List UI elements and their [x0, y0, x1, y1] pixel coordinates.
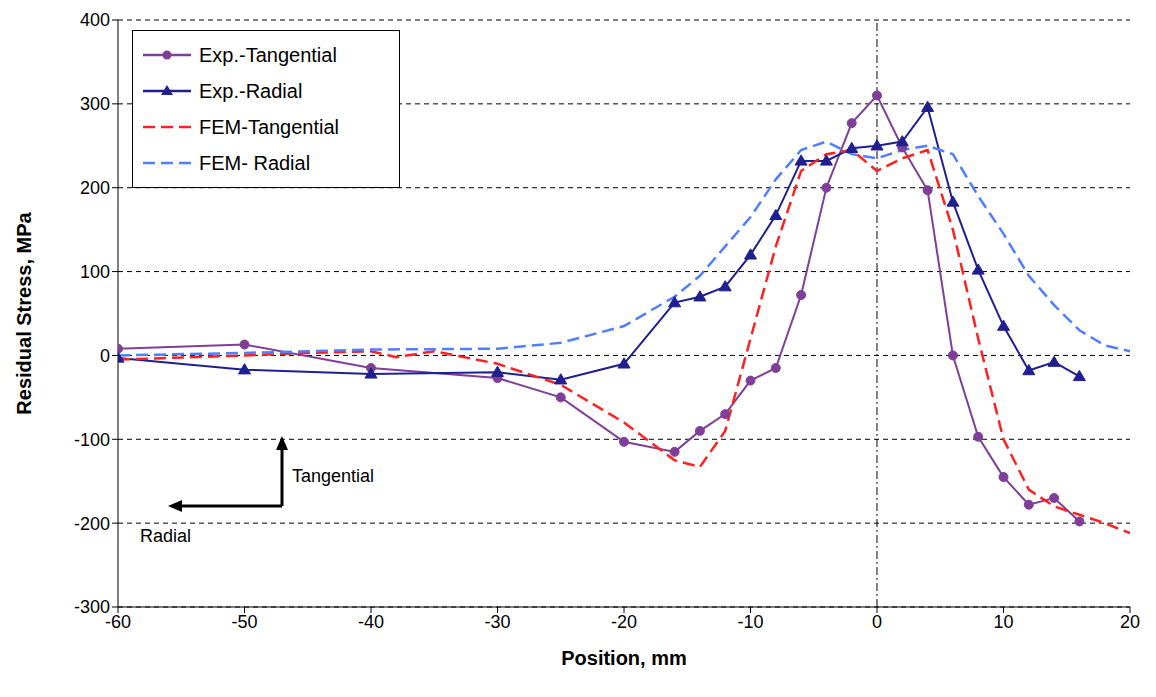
svg-text:0: 0: [100, 346, 110, 366]
svg-text:-20: -20: [611, 612, 637, 632]
svg-text:400: 400: [80, 10, 110, 30]
svg-text:200: 200: [80, 178, 110, 198]
svg-text:Tangential: Tangential: [292, 466, 374, 486]
svg-text:-200: -200: [74, 514, 110, 534]
svg-text:Residual Stress, MPa: Residual Stress, MPa: [13, 211, 35, 414]
html-text:Exp.-Radial: Exp.-Radial: [199, 79, 303, 102]
svg-text:-30: -30: [484, 612, 510, 632]
svg-text:-300: -300: [74, 597, 110, 617]
svg-text:300: 300: [80, 94, 110, 114]
svg-text:100: 100: [80, 262, 110, 282]
svg-text:-50: -50: [231, 612, 257, 632]
svg-text:10: 10: [993, 612, 1013, 632]
svg-text:0: 0: [872, 612, 882, 632]
svg-text:-10: -10: [737, 612, 763, 632]
svg-text:Radial: Radial: [140, 526, 191, 546]
svg-text:-40: -40: [358, 612, 384, 632]
svg-text:20: 20: [1120, 612, 1140, 632]
svg-text:Position, mm: Position, mm: [561, 647, 687, 669]
svg-text:-60: -60: [105, 611, 131, 632]
svg-text:-100: -100: [74, 430, 110, 450]
html-text:Exp.-Tangential: Exp.-Tangential: [199, 43, 337, 66]
html-text:FEM- Radial: FEM- Radial: [199, 151, 311, 174]
html-text:FEM-Tangential: FEM-Tangential: [199, 115, 340, 138]
